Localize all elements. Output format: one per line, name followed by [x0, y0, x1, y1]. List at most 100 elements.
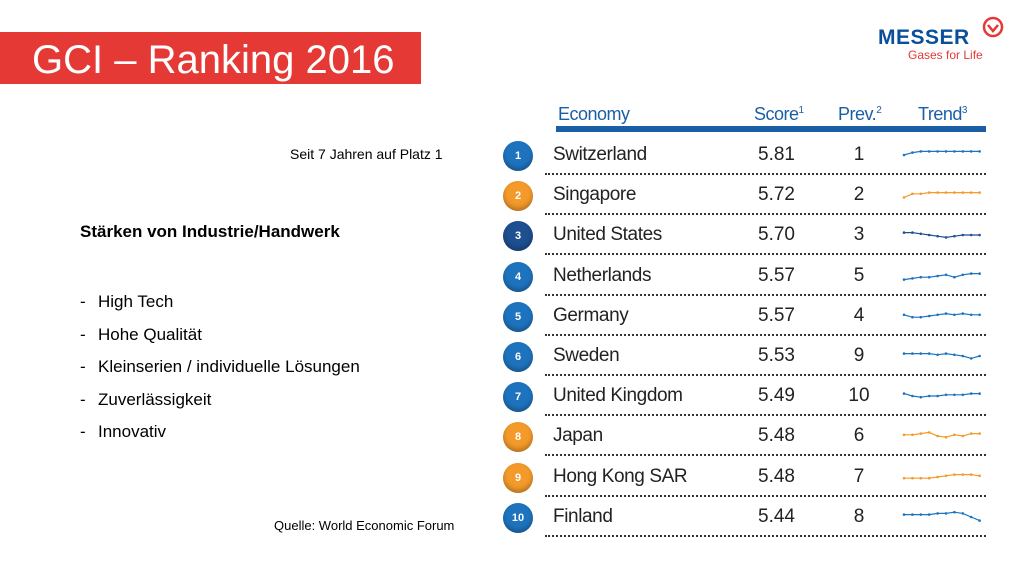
table-row: 1 Switzerland 5.81 1 — [500, 137, 986, 177]
row-divider — [545, 293, 986, 296]
trend-point — [927, 234, 931, 237]
trend-point — [902, 433, 906, 437]
row-divider — [545, 213, 986, 216]
trend-point — [927, 394, 931, 398]
trend-point — [961, 511, 965, 515]
trend-point — [911, 231, 914, 235]
trend-point — [978, 271, 981, 275]
trend-point — [944, 474, 948, 477]
trend-point — [936, 191, 939, 195]
trend-point — [969, 191, 973, 195]
trend-point — [927, 150, 931, 153]
country-name: Sweden — [553, 345, 620, 366]
trend-sparkline — [902, 312, 981, 319]
trend-line — [904, 232, 980, 239]
trend-sparkline — [902, 392, 981, 399]
country-name: Germany — [553, 304, 629, 326]
trend-sparkline — [902, 271, 981, 281]
score-value: 5.48 — [758, 465, 795, 487]
list-item: - Zuverlässigkeit — [80, 389, 212, 409]
trend-point — [953, 191, 956, 195]
rank-badge: 2 — [503, 181, 533, 212]
trend-point — [927, 352, 931, 355]
strength-text: Innovativ — [98, 422, 167, 441]
prev-rank: 6 — [853, 425, 865, 447]
strength-text: Zuverlässigkeit — [98, 389, 212, 409]
trend-point — [902, 313, 906, 316]
trend-point — [944, 150, 948, 153]
trend-point — [969, 271, 973, 275]
messer-logo-icon — [982, 16, 1004, 38]
country-name: Finland — [553, 505, 613, 527]
trend-point — [919, 476, 923, 480]
trend-point — [936, 235, 939, 238]
trend-point — [902, 196, 906, 199]
row-divider — [545, 374, 986, 376]
trend-point — [911, 315, 914, 319]
messer-logo: MESSER Gases for Life — [878, 16, 1008, 64]
trend-point — [961, 312, 965, 315]
row-divider — [545, 173, 986, 175]
title-band — [0, 32, 421, 84]
score-value: 5.53 — [758, 345, 795, 366]
table-row: 7 United Kingdom 5.49 10 — [500, 378, 986, 418]
trend-point — [902, 231, 906, 235]
trend-point — [919, 432, 923, 436]
trend-line — [904, 473, 980, 479]
trend-point — [961, 472, 965, 476]
logo-wordmark: MESSER — [878, 26, 970, 49]
trend-point — [978, 432, 981, 436]
trend-point — [944, 236, 948, 240]
country-name: United States — [553, 224, 662, 246]
trend-point — [978, 474, 981, 477]
trend-point — [978, 150, 981, 153]
trend-point — [978, 234, 981, 237]
trend-point — [919, 315, 923, 319]
trend-point — [919, 232, 923, 236]
prev-rank: 9 — [853, 345, 865, 366]
trend-point — [919, 513, 923, 516]
trend-point — [927, 476, 931, 480]
trend-point — [919, 275, 923, 279]
table-row: 9 Hong Kong SAR 5.48 7 — [500, 459, 986, 499]
trend-line — [903, 150, 980, 156]
score-value: 5.70 — [758, 224, 795, 246]
trend-point — [978, 191, 981, 195]
rank-badge: 10 — [503, 502, 533, 533]
trend-point — [953, 353, 956, 357]
strength-text: Kleinserien / individuelle Lösungen — [98, 357, 360, 376]
prev-rank: 4 — [853, 304, 865, 326]
trend-point — [936, 274, 939, 277]
trend-point — [911, 476, 914, 480]
trend-point — [936, 313, 939, 316]
score-value: 5.72 — [758, 184, 795, 206]
rank-badge: 5 — [503, 301, 533, 332]
strength-text: High Tech — [98, 292, 174, 311]
trend-point — [953, 275, 956, 279]
trend-point — [936, 475, 939, 478]
score-value: 5.81 — [758, 144, 795, 165]
trend-line — [903, 312, 980, 318]
score-value: 5.48 — [758, 425, 795, 447]
rank-badge: 8 — [503, 422, 533, 453]
trend-point — [969, 234, 973, 237]
trend-point — [961, 150, 965, 153]
table-row: 4 Netherlands 5.57 5 — [500, 258, 986, 298]
country-name: Japan — [553, 425, 603, 447]
trend-sparkline — [902, 431, 981, 439]
rank-badge: 6 — [503, 342, 533, 372]
trend-point — [927, 513, 931, 516]
trend-point — [969, 472, 973, 476]
prev-rank: 10 — [848, 385, 870, 407]
trend-sparkline — [902, 150, 981, 157]
header-prev: Prev.2 — [838, 104, 882, 124]
trend-point — [902, 352, 906, 355]
prev-rank: 8 — [853, 505, 865, 527]
trend-point — [902, 476, 906, 480]
trend-point — [969, 392, 973, 396]
rank-badge: 1 — [503, 141, 533, 171]
prev-rank: 7 — [853, 465, 865, 487]
trend-point — [936, 394, 939, 398]
trend-point — [911, 433, 914, 437]
trend-point — [969, 432, 973, 436]
